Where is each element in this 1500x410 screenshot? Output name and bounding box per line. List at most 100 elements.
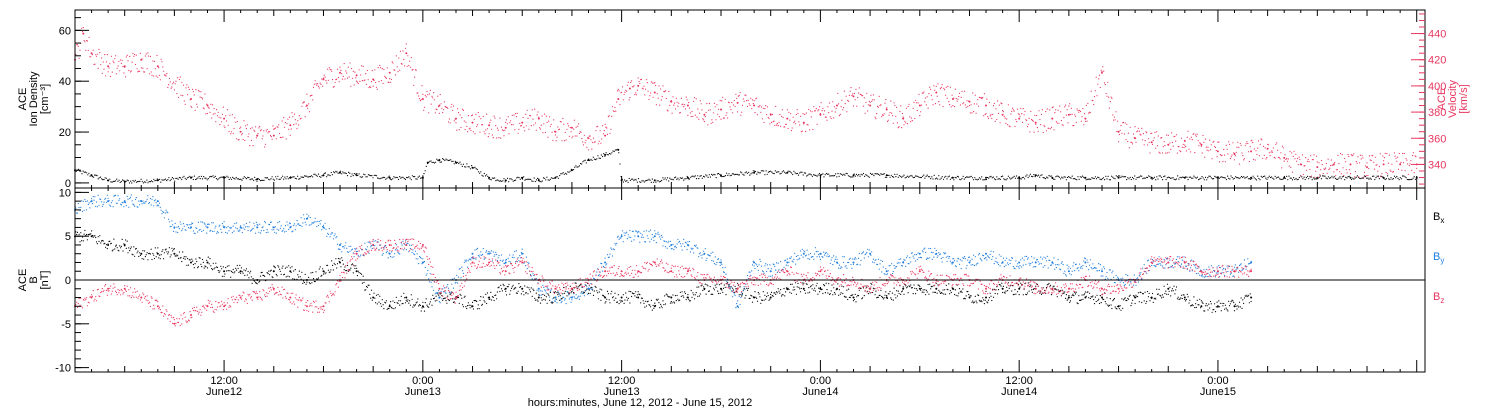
data-point bbox=[288, 128, 290, 130]
data-point bbox=[402, 50, 404, 52]
data-point bbox=[839, 293, 841, 295]
data-point bbox=[497, 257, 499, 259]
data-point bbox=[587, 137, 589, 139]
data-point bbox=[1397, 156, 1399, 158]
data-point bbox=[703, 288, 706, 291]
data-point bbox=[534, 180, 536, 183]
data-point bbox=[937, 178, 939, 180]
data-point bbox=[1130, 178, 1132, 181]
data-point bbox=[1112, 176, 1114, 178]
data-point bbox=[696, 116, 698, 118]
data-point bbox=[211, 104, 214, 106]
data-point bbox=[627, 81, 629, 83]
data-point bbox=[537, 177, 539, 179]
data-point bbox=[703, 119, 705, 121]
data-point bbox=[447, 159, 449, 162]
data-point bbox=[385, 252, 387, 254]
data-point bbox=[821, 173, 823, 176]
data-point bbox=[83, 171, 85, 173]
data-point bbox=[587, 292, 590, 294]
data-point bbox=[491, 128, 493, 130]
data-point bbox=[497, 129, 499, 131]
data-point bbox=[880, 104, 882, 106]
data-point bbox=[791, 127, 793, 129]
data-point bbox=[401, 176, 403, 178]
data-point bbox=[738, 294, 740, 296]
data-point bbox=[702, 118, 704, 120]
data-point bbox=[795, 173, 797, 175]
data-point bbox=[245, 268, 247, 270]
data-point bbox=[1325, 162, 1327, 165]
data-point bbox=[240, 267, 243, 269]
data-point bbox=[918, 93, 920, 95]
data-point bbox=[1210, 303, 1212, 305]
data-point bbox=[698, 118, 700, 120]
data-point bbox=[1377, 170, 1379, 172]
data-point bbox=[1158, 175, 1160, 177]
data-point bbox=[534, 299, 537, 301]
data-point bbox=[852, 105, 855, 107]
data-point bbox=[1406, 178, 1408, 181]
data-point bbox=[1219, 161, 1221, 163]
data-point bbox=[644, 94, 646, 96]
data-point bbox=[1403, 152, 1405, 155]
series-bx bbox=[74, 229, 1253, 313]
data-point bbox=[849, 296, 851, 299]
data-point bbox=[191, 258, 193, 260]
data-point bbox=[1327, 176, 1329, 178]
data-point bbox=[835, 107, 837, 109]
data-point bbox=[1204, 305, 1207, 307]
data-point bbox=[1234, 303, 1236, 305]
data-point bbox=[679, 177, 681, 179]
data-point bbox=[896, 295, 899, 297]
data-point bbox=[406, 300, 408, 302]
data-point bbox=[979, 97, 981, 99]
data-point bbox=[469, 127, 471, 129]
data-point bbox=[1250, 178, 1252, 180]
data-point bbox=[692, 175, 694, 177]
data-point bbox=[518, 177, 520, 179]
data-point bbox=[894, 294, 896, 296]
data-point bbox=[111, 181, 113, 183]
data-point bbox=[1084, 293, 1086, 295]
data-point bbox=[1363, 175, 1365, 177]
data-point bbox=[1162, 179, 1164, 181]
data-point bbox=[269, 270, 272, 272]
data-point bbox=[725, 294, 727, 296]
data-point bbox=[143, 258, 145, 260]
data-point bbox=[714, 174, 716, 176]
data-point bbox=[142, 182, 144, 184]
data-point bbox=[350, 245, 352, 247]
data-point bbox=[867, 293, 870, 295]
data-point bbox=[1314, 176, 1316, 178]
data-point bbox=[1340, 173, 1342, 175]
data-point bbox=[1226, 148, 1228, 150]
data-point bbox=[1119, 175, 1121, 177]
data-point bbox=[1080, 299, 1082, 301]
data-point bbox=[377, 66, 379, 69]
data-point bbox=[394, 301, 396, 304]
data-point bbox=[442, 111, 444, 114]
data-point bbox=[321, 78, 323, 80]
data-point bbox=[165, 209, 167, 211]
data-point bbox=[756, 300, 759, 302]
data-point bbox=[257, 133, 259, 135]
data-point bbox=[612, 296, 614, 298]
data-point bbox=[1393, 152, 1395, 154]
data-point bbox=[741, 111, 743, 113]
data-point bbox=[489, 178, 491, 180]
data-point bbox=[509, 122, 511, 124]
data-point bbox=[163, 179, 165, 181]
data-point bbox=[1221, 176, 1223, 178]
data-point bbox=[403, 58, 405, 61]
data-point bbox=[1316, 178, 1318, 180]
data-point bbox=[379, 295, 381, 297]
data-point bbox=[744, 172, 746, 174]
data-point bbox=[1257, 147, 1259, 149]
data-point bbox=[100, 201, 103, 203]
data-point bbox=[1085, 179, 1087, 181]
data-point bbox=[1166, 152, 1168, 154]
data-point bbox=[1006, 286, 1008, 288]
data-point bbox=[1061, 176, 1063, 178]
data-point bbox=[1325, 177, 1327, 179]
